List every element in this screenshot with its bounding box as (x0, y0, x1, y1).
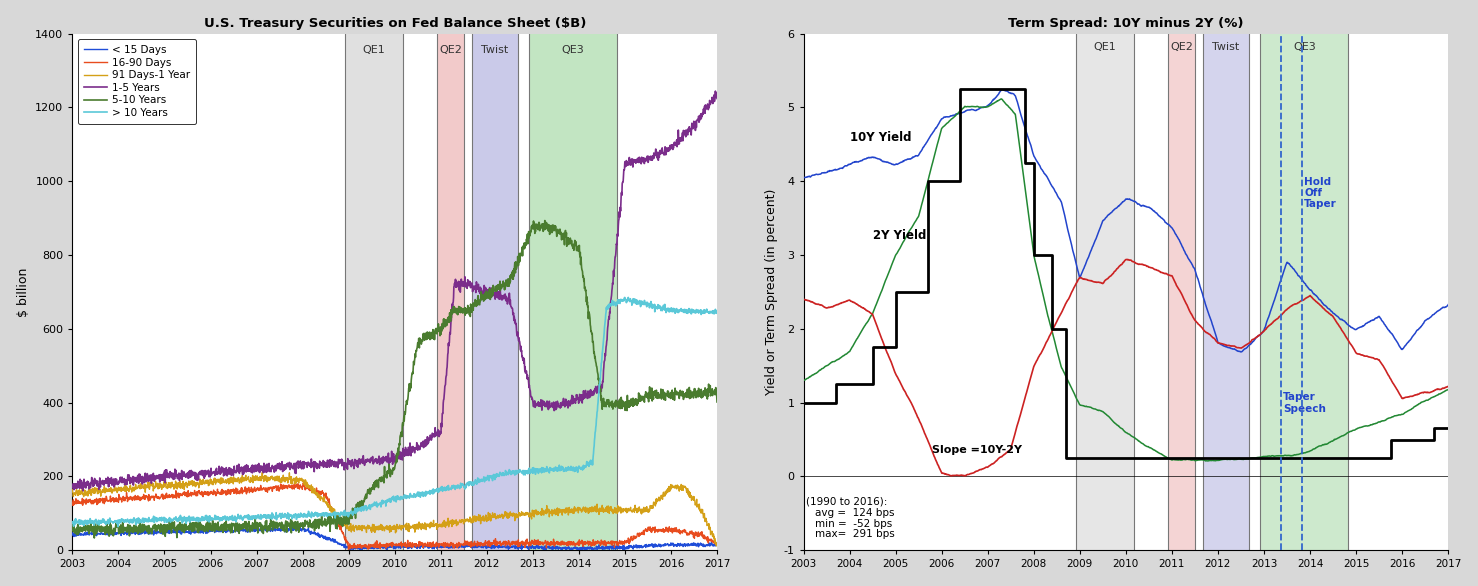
91 Days-1 Year (708, 543, 726, 550)
> 10 Years (361, 502, 378, 509)
Text: QE1: QE1 (362, 45, 386, 54)
< 15 Days (245, 523, 263, 530)
Text: Hold
Off
Taper: Hold Off Taper (1304, 176, 1336, 209)
Legend: < 15 Days, 16-90 Days, 91 Days-1 Year, 1-5 Years, 5-10 Years, > 10 Years: < 15 Days, 16-90 Days, 91 Days-1 Year, 1… (77, 39, 197, 124)
1-5 Years (377, 453, 395, 460)
> 10 Years (572, 464, 590, 471)
Y-axis label: Yield or Term Spread (in percent): Yield or Term Spread (in percent) (766, 189, 777, 395)
16-90 Days (96, 498, 114, 505)
16-90 Days (64, 499, 81, 506)
Text: avg =  124 bps: avg = 124 bps (814, 508, 894, 519)
> 10 Years (64, 520, 81, 527)
16-90 Days (572, 539, 590, 546)
5-10 Years (86, 534, 103, 541)
Text: max=  291 bps: max= 291 bps (814, 529, 894, 539)
1-5 Years (690, 113, 708, 120)
Title: U.S. Treasury Securities on Fed Balance Sheet ($B): U.S. Treasury Securities on Fed Balance … (204, 16, 585, 30)
Bar (529, 33, 618, 550)
16-90 Days (708, 540, 726, 547)
1-5 Years (572, 396, 590, 403)
> 10 Years (109, 523, 127, 530)
> 10 Years (708, 308, 726, 315)
91 Days-1 Year (689, 501, 706, 508)
91 Days-1 Year (253, 469, 270, 476)
1-5 Years (74, 488, 92, 495)
Line: 5-10 Years: 5-10 Years (72, 220, 717, 538)
91 Days-1 Year (64, 486, 81, 493)
5-10 Years (537, 217, 554, 224)
Text: min =  -52 bps: min = -52 bps (814, 519, 893, 529)
Line: 16-90 Days: 16-90 Days (72, 483, 717, 549)
91 Days-1 Year (690, 504, 708, 511)
< 15 Days (352, 547, 370, 554)
16-90 Days (294, 479, 312, 486)
Text: QE1: QE1 (1094, 42, 1116, 53)
5-10 Years (377, 472, 395, 479)
< 15 Days (708, 540, 726, 547)
1-5 Years (96, 479, 114, 486)
Bar (1203, 33, 1249, 550)
Text: Twist: Twist (1212, 42, 1240, 53)
5-10 Years (96, 524, 114, 531)
Text: 2Y Yield: 2Y Yield (872, 229, 925, 242)
Text: Taper
Speech: Taper Speech (1283, 393, 1326, 414)
1-5 Years (64, 482, 81, 489)
Text: QE2: QE2 (1171, 42, 1193, 53)
< 15 Days (690, 540, 708, 547)
91 Days-1 Year (361, 525, 378, 532)
5-10 Years (361, 488, 378, 495)
Line: 1-5 Years: 1-5 Years (72, 91, 717, 491)
91 Days-1 Year (96, 487, 114, 494)
> 10 Years (690, 308, 708, 315)
16-90 Days (690, 533, 708, 540)
5-10 Years (690, 393, 708, 400)
16-90 Days (340, 546, 358, 553)
1-5 Years (706, 87, 724, 94)
Line: 91 Days-1 Year: 91 Days-1 Year (72, 472, 717, 546)
Text: QE2: QE2 (439, 45, 461, 54)
Bar (1076, 33, 1134, 550)
Bar (437, 33, 464, 550)
> 10 Years (690, 309, 708, 316)
Text: 10Y Yield: 10Y Yield (850, 131, 910, 144)
Text: Slope =10Y-2Y: Slope =10Y-2Y (933, 445, 1023, 455)
< 15 Days (96, 530, 114, 537)
> 10 Years (377, 498, 395, 505)
Text: QE3: QE3 (1293, 42, 1315, 53)
< 15 Days (64, 529, 81, 536)
91 Days-1 Year (377, 524, 395, 532)
5-10 Years (690, 385, 708, 392)
Bar (1168, 33, 1194, 550)
< 15 Days (690, 543, 708, 550)
16-90 Days (377, 540, 395, 547)
Text: (1990 to 2016):: (1990 to 2016): (806, 496, 887, 506)
< 15 Days (572, 544, 590, 551)
91 Days-1 Year (708, 541, 726, 548)
5-10 Years (64, 525, 81, 532)
< 15 Days (377, 542, 395, 549)
Bar (471, 33, 517, 550)
16-90 Days (361, 544, 378, 551)
5-10 Years (708, 398, 726, 406)
Text: QE3: QE3 (562, 45, 584, 54)
1-5 Years (689, 117, 706, 124)
Y-axis label: $ billion: $ billion (16, 267, 30, 316)
1-5 Years (361, 458, 378, 465)
> 10 Years (619, 294, 637, 301)
Line: > 10 Years: > 10 Years (72, 298, 717, 527)
> 10 Years (96, 518, 114, 525)
Bar (1261, 33, 1348, 550)
5-10 Years (572, 261, 590, 268)
91 Days-1 Year (572, 506, 590, 513)
1-5 Years (708, 95, 726, 102)
16-90 Days (690, 531, 708, 538)
Bar (344, 33, 402, 550)
Text: Twist: Twist (480, 45, 508, 54)
< 15 Days (361, 544, 378, 551)
Title: Term Spread: 10Y minus 2Y (%): Term Spread: 10Y minus 2Y (%) (1008, 16, 1243, 30)
Line: < 15 Days: < 15 Days (72, 526, 717, 550)
